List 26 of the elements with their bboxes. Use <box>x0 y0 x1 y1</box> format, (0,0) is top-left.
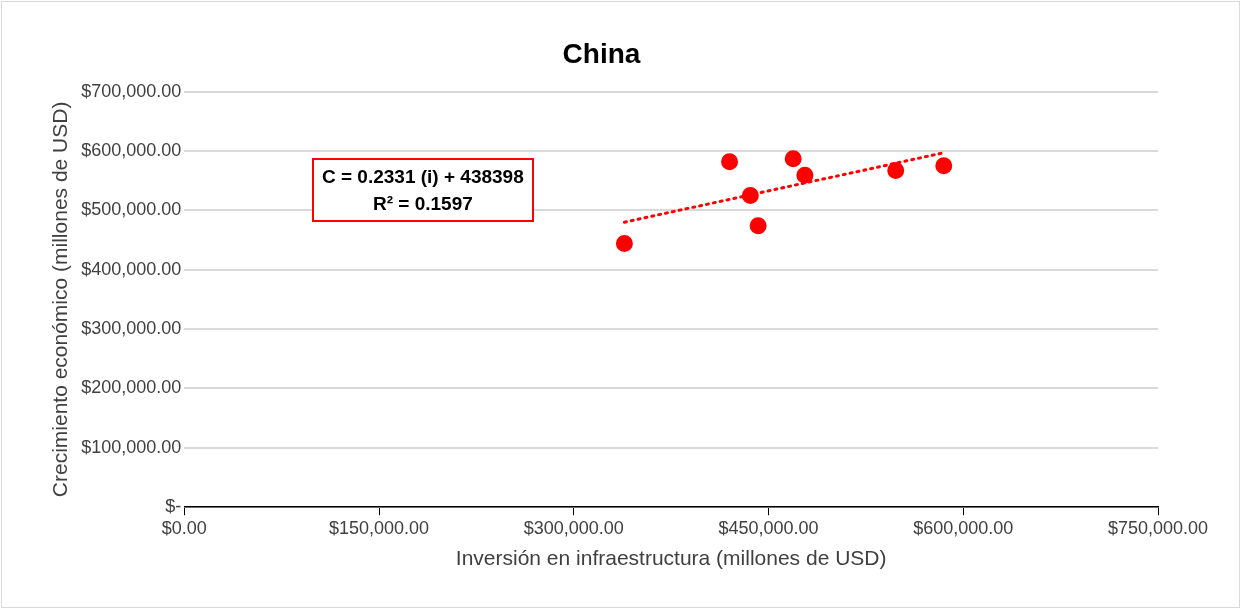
point <box>796 166 814 184</box>
y-tick-label: $600,000.00 <box>81 139 182 160</box>
point <box>887 162 905 180</box>
point <box>741 187 759 204</box>
x-tick-label: $150,000.00 <box>328 517 430 538</box>
y-tick-label: $- <box>165 496 182 517</box>
chart-title: China <box>562 37 641 69</box>
y-tick-label: $500,000.00 <box>81 199 182 220</box>
point <box>784 150 802 168</box>
x-axis-title: Inversión en infraestructura (millones de USD) <box>455 546 887 570</box>
y-tick-label: $700,000.00 <box>81 80 182 101</box>
x-tick-label: $0.00 <box>161 517 207 538</box>
y-tick-label: $100,000.00 <box>81 436 182 457</box>
x-tick-label: $750,000.00 <box>1107 517 1209 538</box>
x-tick-label: $450,000.00 <box>718 517 819 538</box>
x-tick-label: $600,000.00 <box>913 517 1014 538</box>
x-tick-label: $300,000.00 <box>523 517 624 538</box>
y-tick-label: $400,000.00 <box>81 258 182 279</box>
point <box>749 217 767 235</box>
y-tick-label: $200,000.00 <box>81 377 182 398</box>
y-tick-label: $300,000.00 <box>81 318 182 339</box>
y-axis-title: Crecimiento económico (millones de USD) <box>48 101 72 498</box>
point <box>615 235 633 253</box>
point <box>935 157 953 175</box>
annotation: C = 0.2331 (i) + 438398 R² = 0.1597 <box>312 158 534 222</box>
point <box>721 153 739 171</box>
